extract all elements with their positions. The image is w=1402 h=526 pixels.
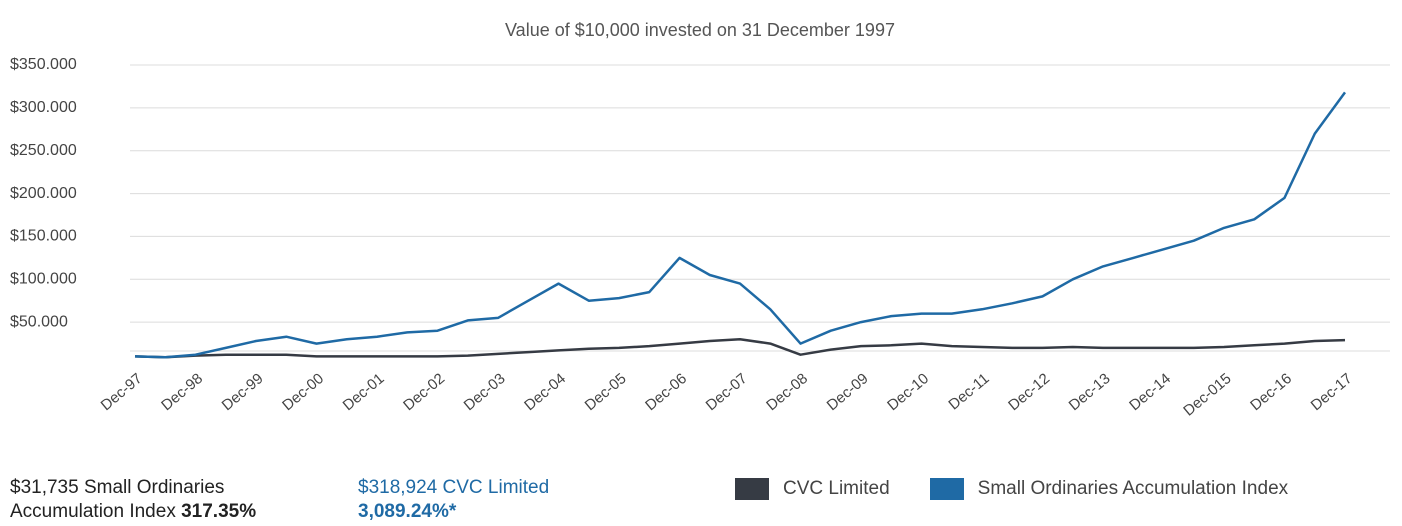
chart: Value of $10,000 invested on 31 December… [10, 20, 1390, 420]
x-tick-label: Dec-09 [824, 370, 872, 414]
annotation-text: $31,735 Small Ordinaries Accumulation In… [10, 477, 225, 522]
annotation-text: $318,924 CVC Limited [358, 477, 550, 498]
legend-item: Small Ordinaries Accumulation Index [929, 478, 1289, 500]
series-line [134, 338, 1346, 359]
x-tick-label: Dec-10 [884, 370, 932, 414]
legend: CVC Limited Small Ordinaries Accumulation… [735, 478, 1288, 500]
x-tick-label: Dec-08 [763, 370, 811, 414]
x-tick-label: Dec-12 [1005, 370, 1053, 414]
y-tick-label: $50.000 [10, 313, 68, 330]
annotation: $318,924 CVC Limited 3,089.24%* [358, 476, 618, 524]
x-tick-label: Dec-05 [582, 370, 630, 414]
x-tick-label: Dec-17 [1308, 370, 1356, 414]
x-tick-label: Dec-00 [279, 370, 327, 414]
x-tick-label: Dec-99 [219, 370, 267, 414]
x-tick-label: Dec-06 [642, 370, 690, 414]
x-tick-label: Dec-015 [1180, 370, 1234, 419]
y-tick-label: $300.000 [10, 99, 77, 116]
x-tick-label: Dec-01 [340, 370, 388, 414]
legend-item: CVC Limited [735, 478, 890, 500]
y-tick-label: $100.000 [10, 271, 77, 288]
series-line [134, 91, 1347, 359]
y-tick-label: $250.000 [10, 142, 77, 159]
x-tick-label: Dec-03 [461, 370, 509, 414]
legend-label: Small Ordinaries Accumulation Index [977, 478, 1289, 499]
annotation-bold: 317.35% [181, 501, 257, 522]
y-tick-label: $150.000 [10, 228, 77, 245]
x-tick-label: Dec-16 [1247, 370, 1295, 414]
x-tick-label: Dec-14 [1126, 370, 1174, 414]
x-tick-label: Dec-98 [158, 370, 206, 414]
annotation-bold: 3,089.24%* [358, 501, 457, 522]
x-tick-label: Dec-02 [400, 370, 448, 414]
x-tick-label: Dec-04 [521, 370, 569, 414]
legend-label: CVC Limited [783, 478, 890, 499]
x-tick-label: Dec-97 [98, 370, 146, 414]
y-tick-label: $200.000 [10, 185, 77, 202]
x-tick-label: Dec-07 [703, 370, 751, 414]
annotation: $31,735 Small Ordinaries Accumulation In… [10, 476, 330, 524]
x-tick-label: Dec-13 [1066, 370, 1114, 414]
legend-swatch [735, 478, 769, 500]
x-tick-label: Dec-11 [945, 370, 992, 413]
legend-swatch [929, 478, 964, 500]
chart-title: Value of $10,000 invested on 31 December… [505, 20, 895, 40]
y-tick-label: $350.000 [10, 56, 77, 73]
